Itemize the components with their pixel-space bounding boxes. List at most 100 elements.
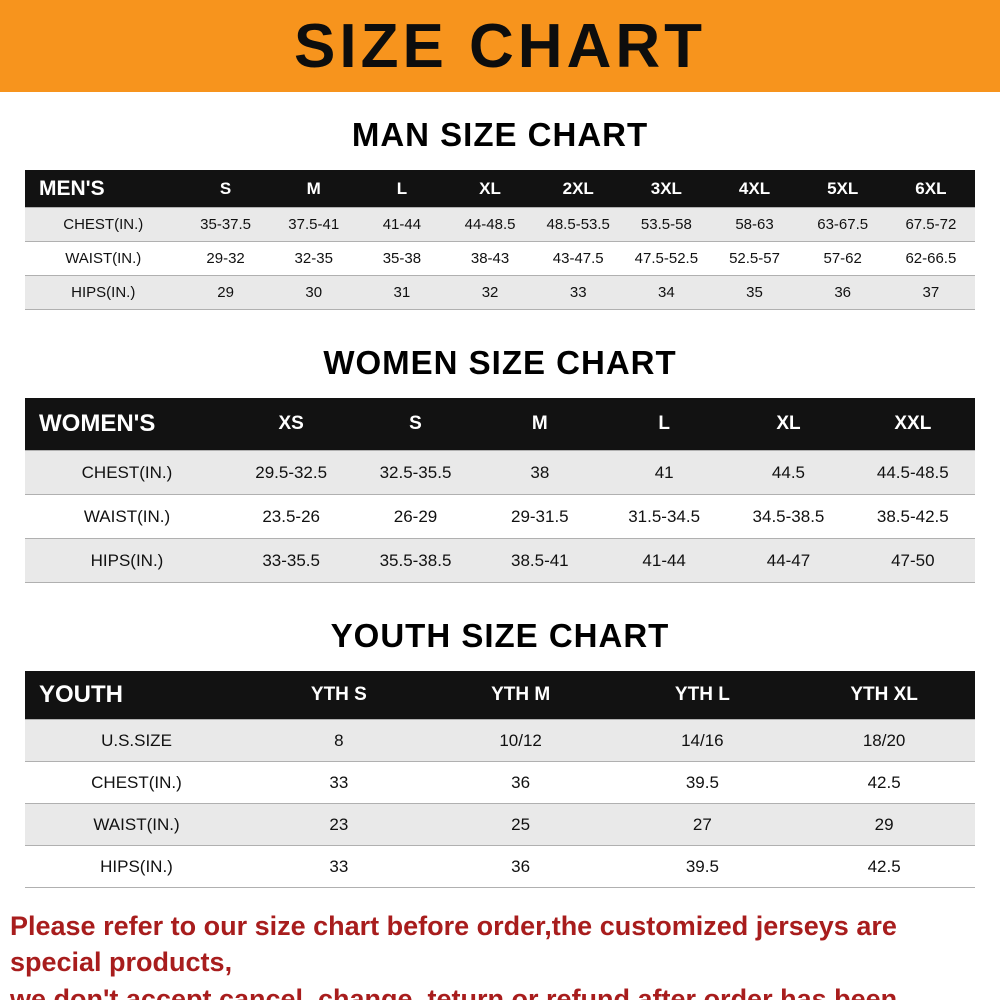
value-cell: 18/20 (862, 730, 906, 750)
youth-section-heading: YOUTH SIZE CHART (330, 617, 670, 654)
value-cell: 62-66.5 (905, 250, 957, 267)
table-row: WAIST(IN.) 23.5-26 26-29 29-31.5 31.5-34.5 34… (25, 494, 975, 539)
size-section-youth: YOUTH SIZE CHART YOUTH YTH S YTH M YTH L YTH … (0, 617, 1000, 888)
size-header-cell: L (357, 170, 446, 208)
header-row: WOMEN'S XS S M L XL XXL (25, 398, 975, 451)
value-cell: 42.5 (867, 772, 901, 792)
value-cell: 39.5 (685, 856, 719, 876)
value-cell: 33 (329, 856, 349, 876)
value-cell: 29 (217, 284, 234, 301)
value-cell: 30 (305, 284, 323, 301)
value-cell: 38 (530, 462, 550, 482)
value-cell: 33 (569, 284, 587, 301)
value-cell: 36 (511, 856, 531, 876)
value-cell: 14/16 (681, 730, 724, 750)
size-section-women: WOMEN SIZE CHART WOMEN'S XS S M L XL XXL CHEST(I… (0, 344, 1000, 583)
row-label-cell: CHEST(IN.) (81, 462, 173, 482)
value-cell: 37 (922, 284, 940, 301)
value-cell: 35 (746, 284, 763, 301)
value-cell: 43-47.5 (552, 250, 604, 267)
value-cell: 36 (834, 284, 852, 301)
header-row: YOUTH YTH S YTH M YTH L YTH XL (25, 671, 975, 720)
header-row: MEN'S S M L XL 2XL 3XL 4XL 5XL 6XL (25, 170, 975, 208)
value-cell: 26-29 (393, 506, 438, 526)
value-cell: 33-35.5 (262, 550, 320, 570)
table-row: HIPS(IN.) 33-35.5 35.5-38.5 38.5-41 41-44 44-… (25, 538, 975, 583)
value-cell: 29-31.5 (510, 506, 569, 526)
value-cell: 58-63 (735, 216, 774, 233)
value-cell: 31.5-34.5 (628, 506, 701, 526)
men-size-table: MEN'S S M L XL 2XL 3XL 4XL 5XL 6XL CHEST(IN.) 35-37… (25, 170, 975, 310)
size-header-cell: 2XL (534, 170, 623, 208)
value-cell: 33 (329, 772, 349, 792)
value-cell: 44.5-48.5 (876, 462, 949, 482)
footer-line-2: we don't accept cancel, change, teturn o… (10, 983, 898, 1000)
value-cell: 41 (654, 462, 674, 482)
size-section-men: MAN SIZE CHART MEN'S S M L XL 2XL 3XL 4XL 5XL 6XL C… (0, 116, 1000, 310)
value-cell: 67.5-72 (905, 216, 957, 233)
value-cell: 38.5-42.5 (876, 506, 949, 526)
row-label-cell: WAIST(IN.) (65, 250, 142, 267)
value-cell: 32-35 (294, 250, 333, 267)
footer-note: Please refer to our size chart before or… (10, 908, 992, 1000)
value-cell: 48.5-53.5 (546, 216, 610, 233)
size-header-cell: 3XL (622, 170, 711, 208)
row-label-cell: WAIST(IN.) (93, 814, 180, 834)
value-cell: 38.5-41 (510, 550, 569, 570)
value-cell: 27 (692, 814, 712, 834)
value-cell: 57-62 (823, 250, 862, 267)
size-header-cell: YTH M (429, 671, 612, 720)
value-cell: 31 (393, 284, 411, 301)
table-row: HIPS(IN.) 29 30 31 32 33 34 35 36 37 (25, 275, 975, 310)
table-row: WAIST(IN.) 23 25 27 29 (25, 803, 975, 846)
value-cell: 25 (511, 814, 531, 834)
banner-title: SIZE CHART (294, 11, 706, 81)
size-header-cell: YTH L (611, 671, 794, 720)
row-label-cell: HIPS(IN.) (71, 284, 136, 301)
table-row: U.S.SIZE 8 10/12 14/16 18/20 (25, 719, 975, 762)
sections-container: MAN SIZE CHART MEN'S S M L XL 2XL 3XL 4XL 5XL 6XL C… (0, 116, 1000, 888)
value-cell: 8 (334, 730, 344, 750)
youth-size-table: YOUTH YTH S YTH M YTH L YTH XL U.S.SIZE 8 10/12… (25, 671, 975, 888)
table-row: CHEST(IN.) 33 36 39.5 42.5 (25, 761, 975, 804)
women-size-table: WOMEN'S XS S M L XL XXL CHEST(IN.) 29.5-32.5 32.5… (25, 398, 975, 583)
value-cell: 10/12 (499, 730, 542, 750)
value-cell: 29-32 (206, 250, 245, 267)
value-cell: 29 (874, 814, 894, 834)
value-cell: 35-37.5 (200, 216, 252, 233)
size-header-cell: S (181, 170, 270, 208)
footer-line-1: Please refer to our size chart before or… (10, 911, 897, 978)
row-label-cell: CHEST(IN.) (63, 216, 144, 233)
row-label-cell: WAIST(IN.) (83, 506, 171, 526)
value-cell: 42.5 (867, 856, 901, 876)
value-cell: 52.5-57 (729, 250, 780, 267)
size-header-cell: M (477, 398, 602, 451)
value-cell: 23.5-26 (262, 506, 320, 526)
value-cell: 41-44 (642, 550, 686, 570)
size-chart-banner: SIZE CHART (0, 0, 1000, 92)
value-cell: 47-50 (891, 550, 935, 570)
value-cell: 44-47 (766, 550, 811, 570)
value-cell: 23 (329, 814, 349, 834)
value-cell: 47.5-52.5 (634, 250, 699, 267)
size-header-cell: XL (445, 170, 535, 208)
value-cell: 53.5-58 (640, 216, 692, 233)
size-header-cell: L (601, 398, 727, 451)
value-cell: 44.5 (771, 462, 806, 482)
table-title-cell: WOMEN'S (25, 398, 229, 451)
value-cell: 36 (511, 772, 531, 792)
row-label-cell: U.S.SIZE (101, 730, 172, 750)
table-title-cell: MEN'S (25, 170, 182, 208)
table-title-cell: YOUTH (25, 671, 248, 720)
size-header-cell: XL (726, 398, 851, 451)
value-cell: 32 (481, 284, 499, 301)
size-header-cell: M (269, 170, 358, 208)
value-cell: 29.5-32.5 (255, 462, 328, 482)
size-header-cell: 6XL (886, 170, 975, 208)
value-cell: 41-44 (382, 216, 422, 233)
men-section-heading: MAN SIZE CHART (351, 116, 649, 153)
table-row: WAIST(IN.) 29-32 32-35 35-38 38-43 43-47.5 47.… (25, 241, 975, 276)
size-header-cell: 5XL (798, 170, 887, 208)
value-cell: 34 (658, 284, 675, 301)
value-cell: 38-43 (470, 250, 510, 267)
